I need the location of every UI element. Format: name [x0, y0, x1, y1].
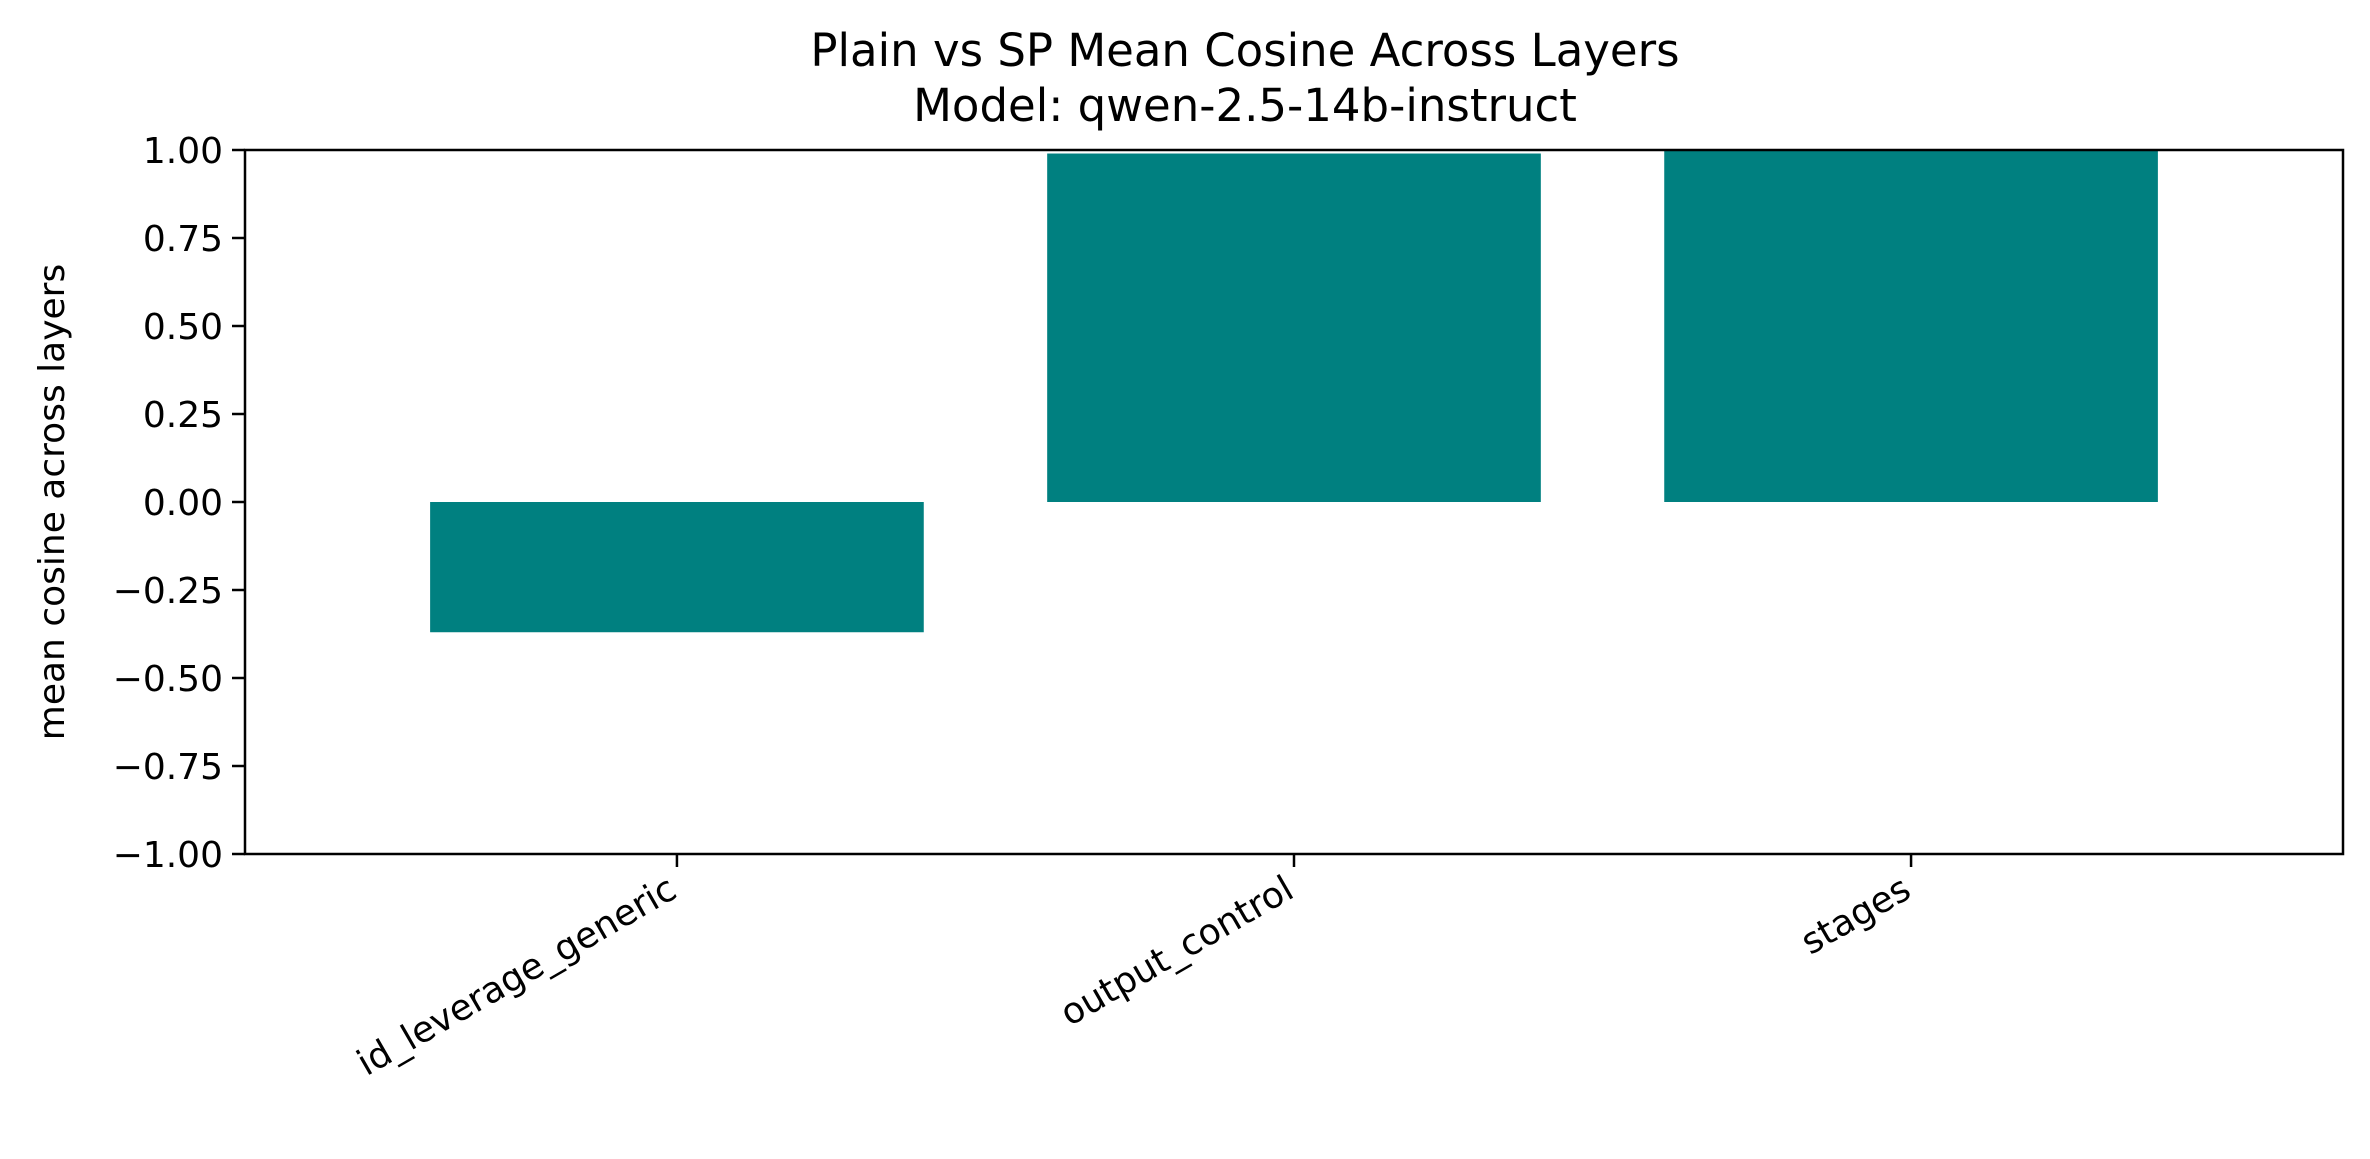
x-axis: id_leverage_generic output_control stages [350, 854, 1918, 1084]
x-tick-label: id_leverage_generic [350, 868, 683, 1084]
chart-title: Plain vs SP Mean Cosine Across Layers [810, 24, 1679, 77]
chart-subtitle: Model: qwen-2.5-14b-instruct [913, 79, 1577, 132]
y-tick-label: 0.25 [143, 395, 223, 436]
x-tick-label: output_control [1054, 868, 1301, 1034]
plot-frame [243, 148, 2345, 856]
x-tick-label: stages [1794, 868, 1917, 963]
bars-group [430, 150, 2158, 633]
bar-output_control [1047, 153, 1541, 502]
y-tick-label: 0.50 [143, 307, 223, 348]
y-axis-label: mean cosine across layers [32, 264, 73, 740]
y-tick-label: −0.50 [113, 659, 223, 700]
bar-stages [1664, 150, 2158, 502]
y-tick-label: 0.75 [143, 219, 223, 260]
y-tick-label: 1.00 [143, 131, 223, 172]
y-tick-label: 0.00 [143, 483, 223, 524]
y-tick-label: −0.75 [113, 747, 223, 788]
y-tick-label: −1.00 [113, 835, 223, 876]
bar-id_leverage_generic [430, 502, 924, 633]
y-tick-label: −0.25 [113, 571, 223, 612]
y-axis: −1.00 −0.75 −0.50 −0.25 0.00 0.25 0.50 0.75 1.00 [113, 131, 245, 876]
